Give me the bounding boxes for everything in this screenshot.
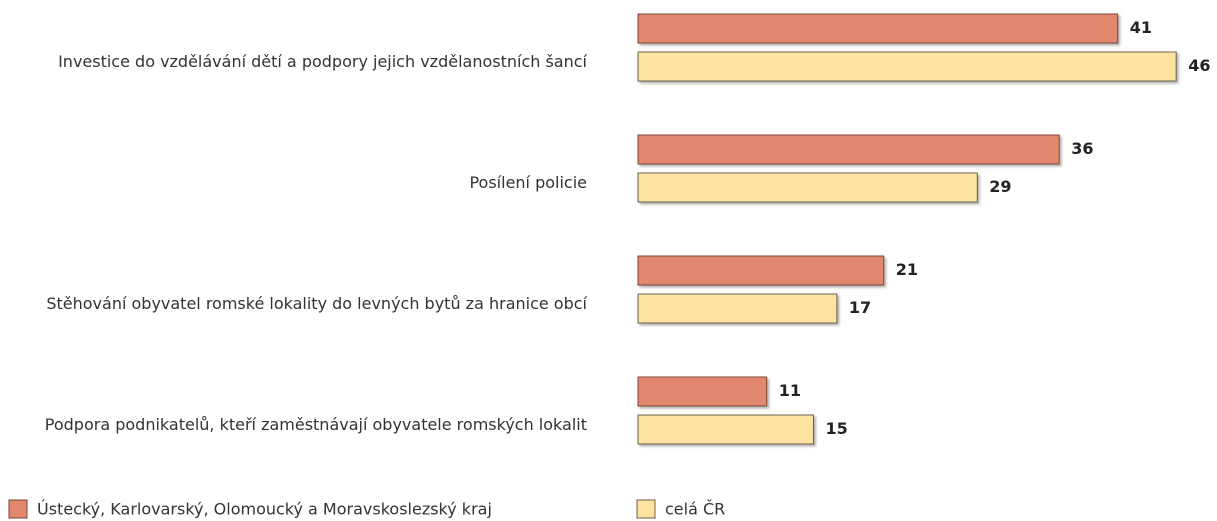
value-label: 21	[896, 260, 918, 279]
bar	[637, 293, 838, 324]
bar	[637, 51, 1177, 82]
value-label: 29	[989, 177, 1011, 196]
bar	[637, 414, 814, 445]
category-label: Stěhování obyvatel romské lokality do le…	[46, 294, 587, 313]
bar	[637, 134, 1060, 165]
value-label: 46	[1188, 56, 1210, 75]
bar	[637, 13, 1119, 44]
category-label: Investice do vzdělávání dětí a podpory j…	[58, 52, 587, 71]
value-label: 15	[826, 419, 848, 438]
value-label: 11	[779, 381, 801, 400]
bar	[637, 376, 768, 407]
value-label: 36	[1071, 139, 1093, 158]
legend-swatch	[636, 499, 656, 519]
value-label: 17	[849, 298, 871, 317]
legend-swatch	[8, 499, 28, 519]
value-label: 41	[1130, 18, 1152, 37]
bar	[637, 255, 885, 286]
legend-label: celá ČR	[665, 500, 725, 519]
legend-label: Ústecký, Karlovarský, Olomoucký a Moravs…	[37, 500, 492, 519]
category-label: Podpora podnikatelů, kteří zaměstnávají …	[45, 415, 587, 434]
bar	[637, 172, 978, 203]
category-label: Posílení policie	[469, 173, 587, 192]
